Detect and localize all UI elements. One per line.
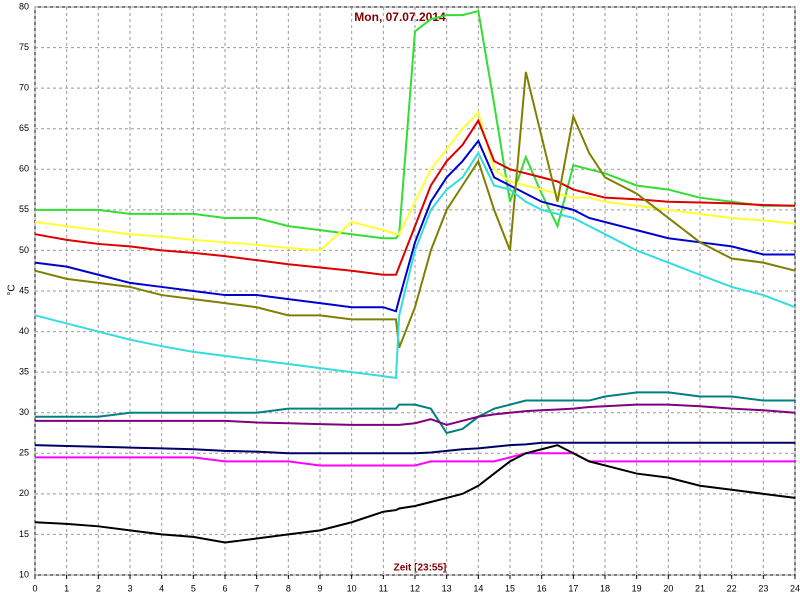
y-tick-label: 65: [19, 123, 29, 133]
series-line: [34, 151, 796, 379]
y-tick-label: 45: [19, 285, 29, 295]
x-tick-label: 24: [790, 583, 800, 593]
x-tick-label: 21: [695, 583, 705, 593]
chart-title: Mon, 07.07.2014: [354, 10, 446, 24]
x-tick-label: 13: [442, 583, 452, 593]
y-tick-label: 80: [19, 1, 29, 11]
x-tick-label: 19: [632, 583, 642, 593]
x-tick-label: 9: [317, 583, 322, 593]
y-tick-label: 70: [19, 83, 29, 93]
y-tick-label: 55: [19, 204, 29, 214]
y-tick-label: 10: [19, 569, 29, 579]
series-line: [34, 138, 795, 313]
x-axis-label: Zeit [23:55]: [394, 563, 447, 574]
y-tick-label: 50: [19, 245, 29, 255]
y-tick-label: 75: [19, 42, 29, 52]
x-tick-label: 23: [758, 583, 768, 593]
y-tick-label: 35: [19, 367, 29, 377]
x-tick-label: 12: [410, 583, 420, 593]
x-tick-label: 3: [127, 583, 132, 593]
x-tick-label: 15: [505, 583, 515, 593]
x-tick-label: 4: [159, 583, 164, 593]
y-tick-label: 20: [19, 488, 29, 498]
x-tick-label: 11: [379, 583, 388, 593]
series-line: [34, 441, 795, 455]
x-tick-label: 0: [32, 583, 37, 593]
x-tick-label: 14: [473, 583, 483, 593]
y-tick-label: 15: [19, 529, 29, 539]
y-tick-label: 60: [19, 164, 29, 174]
y-tick-label: 40: [19, 326, 29, 336]
x-tick-label: 1: [64, 583, 69, 593]
x-tick-label: 17: [568, 583, 578, 593]
y-tick-label: 30: [19, 407, 29, 417]
x-tick-label: 20: [663, 583, 673, 593]
x-tick-label: 8: [286, 583, 291, 593]
x-tick-label: 7: [254, 583, 259, 593]
series-line: [34, 110, 796, 252]
series-line: [35, 9, 795, 240]
series-line: [34, 118, 796, 276]
x-tick-label: 10: [347, 583, 357, 593]
x-tick-label: 16: [537, 583, 547, 593]
series-line: [34, 71, 796, 349]
x-tick-label: 6: [222, 583, 227, 593]
series-line: [35, 452, 795, 467]
x-tick-label: 5: [191, 583, 196, 593]
x-tick-label: 18: [600, 583, 610, 593]
x-tick-label: 2: [96, 583, 101, 593]
x-tick-label: 22: [727, 583, 737, 593]
series-line: [35, 403, 796, 426]
y-tick-label: 25: [19, 448, 29, 458]
y-axis-label: °C: [7, 284, 18, 295]
series-line: [34, 444, 796, 544]
series-line: [35, 391, 795, 435]
